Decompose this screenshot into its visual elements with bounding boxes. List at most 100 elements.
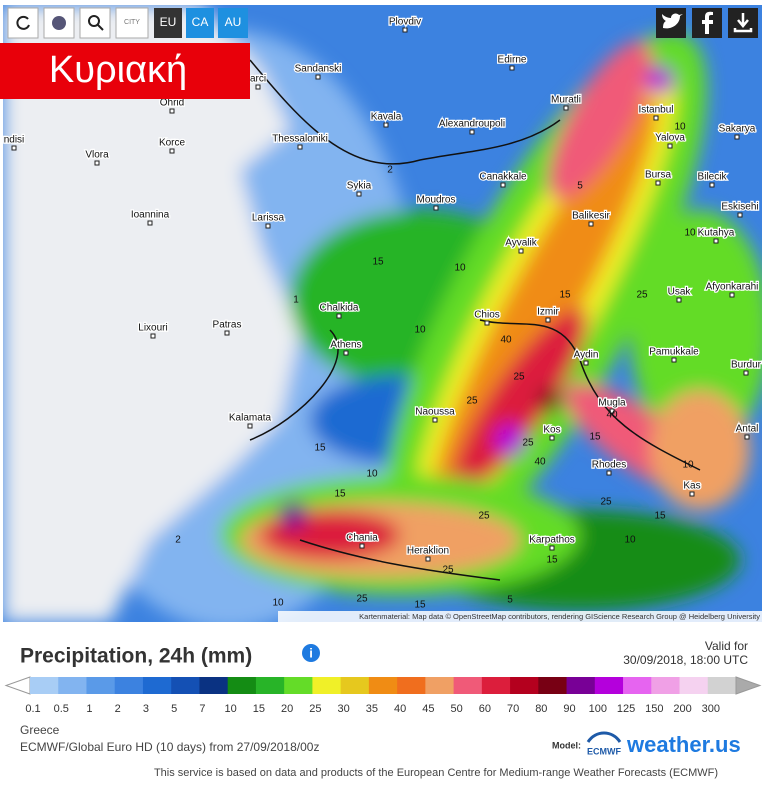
contour-label: 10 [682,460,694,471]
city-label: Lixouri [138,323,167,334]
contour-label: 10 [684,228,696,239]
legend-label: 35 [366,703,378,715]
legend-swatch [284,677,313,694]
legend-label: 3 [143,703,149,715]
legend-label: 40 [394,703,406,715]
refresh-button[interactable] [7,7,39,39]
contour-label: 15 [546,555,558,566]
city-label: Naoussa [415,407,455,418]
city-marker [425,556,431,562]
contour-label: 25 [636,290,648,301]
city-label: Ayvalik [505,238,537,249]
contour-label: 2 [175,535,181,546]
city-label: Sykia [347,181,372,192]
city-marker [343,350,349,356]
attribution: Kartenmaterial: Map data © OpenStreetMap… [359,612,760,621]
legend-arrow-right [735,676,762,695]
city-marker [545,317,551,323]
legend-swatch [425,677,455,694]
city-button[interactable] [115,7,149,39]
legend-swatch [142,677,172,694]
toolbar: CITY EU CA AU [7,7,758,39]
legend-swatch [538,677,568,694]
legend-label: 20 [281,703,293,715]
button-label[interactable]: AU [225,15,242,29]
city-marker [356,191,362,197]
contour-label: 25 [442,565,454,576]
legend-swatch [623,677,652,694]
legend-label: 125 [617,703,635,715]
legend-label: 0.1 [25,703,40,715]
legend-swatch [594,677,624,694]
city-label: Canakkale [479,172,527,183]
city-label: Korce [159,138,186,149]
au-button[interactable] [218,8,248,38]
city-marker [247,423,253,429]
city-label: Kas [683,481,700,492]
legend-label: 60 [479,703,491,715]
city-marker [94,160,100,166]
legend-label: 90 [563,703,575,715]
city-label: Chios [474,310,500,321]
city-marker [518,248,524,254]
legend-label: 2 [115,703,121,715]
city-marker [588,221,594,227]
legend-swatch [707,677,737,694]
button-label[interactable]: CITY [124,19,140,26]
ca-button[interactable] [186,8,214,38]
city-label: Istanbul [638,105,673,116]
legend-label: 200 [673,703,691,715]
city-marker [709,182,715,188]
city-label: Ioannina [131,210,170,221]
city-label: Usak [668,287,692,298]
eu-button[interactable] [154,8,182,38]
legend-swatch [481,677,511,694]
city-label: Vlora [85,150,109,161]
city-label: Burdur [731,360,762,371]
contour-label: 40 [500,335,512,346]
contour-label: 40 [606,410,618,421]
brand[interactable]: weather.us [626,732,741,757]
city-label: Mugla [598,398,626,409]
model-logo: ECMWF [587,746,621,756]
legend-swatch [227,677,257,694]
zoom-button[interactable] [79,7,111,39]
contour-label: 10 [366,469,378,480]
city-label: Sandanski [295,64,342,75]
legend-label: 50 [450,703,462,715]
city-label: Athens [330,340,361,351]
legend-label: 100 [589,703,607,715]
city-label: Sakarya [719,124,756,135]
button-label[interactable]: CA [192,15,209,29]
city-marker [744,434,750,440]
legend-label: 80 [535,703,547,715]
city-label: Patras [213,320,242,331]
contour-label: 25 [522,438,534,449]
contour-label: 25 [600,497,612,508]
info-icon[interactable] [302,644,320,662]
legend-swatch [566,677,596,694]
contour-label: 40 [534,457,546,468]
legend-label: 1 [86,703,92,715]
legend-swatch [651,677,681,694]
contour-label: 10 [674,122,686,133]
city-label: Yalova [655,133,685,144]
legend-label: 150 [645,703,663,715]
city-label: Heraklion [407,546,449,557]
city-label: Afyonkarahi [706,282,759,293]
legend-swatch [86,677,116,694]
city-label: Aydin [574,350,599,361]
contour-label: 5 [577,181,583,192]
contour-label: 15 [334,489,346,500]
legend-swatch [30,677,59,694]
city-marker [549,435,555,441]
city-marker [737,212,743,218]
contour-label: 15 [654,511,666,522]
legend-label: 10 [225,703,237,715]
legend-swatch [510,677,539,694]
button-label[interactable]: EU [160,15,177,29]
day-label: Κυριακή [49,49,187,91]
contour-label: 25 [466,396,478,407]
legend-label: 7 [199,703,205,715]
legend-swatch [58,677,87,694]
